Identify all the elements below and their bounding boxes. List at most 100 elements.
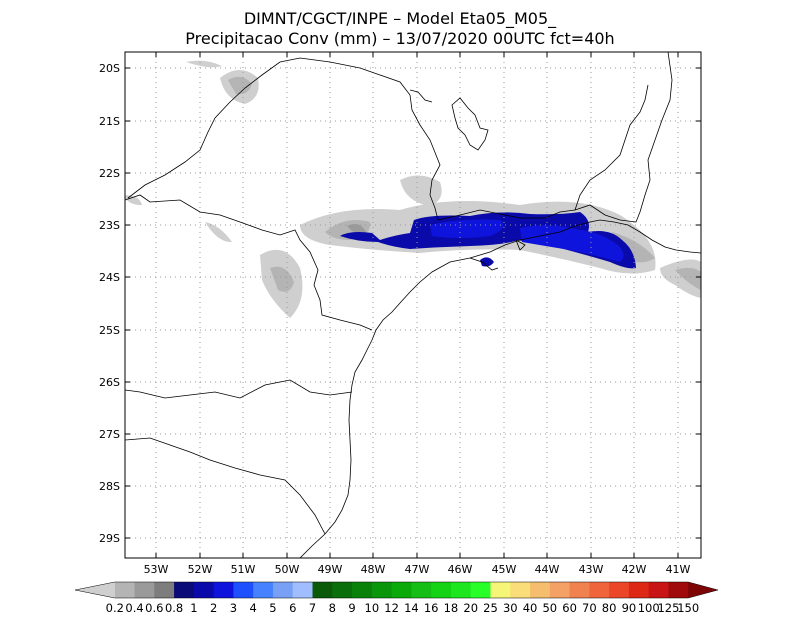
lat-labels: 20S 21S 22S 23S 24S 25S 26S 27S 28S 29S [99,62,120,545]
map-frame [124,51,702,559]
lon-label: 53W [144,563,169,576]
lake-outline [451,97,489,151]
colorbar-label: 10 [365,601,380,615]
colorbar-swatch [352,582,373,598]
precip-patch-light [205,222,232,243]
coastline [299,219,701,558]
lat-label: 22S [99,167,120,180]
colorbar-label: 90 [622,601,637,615]
colorbar-label: 20 [463,601,478,615]
state-border [437,52,673,223]
colorbar-swatch [154,582,175,598]
colorbar-label: 100 [638,601,660,615]
lat-label: 23S [99,219,120,232]
colorbar-label: 25 [483,601,498,615]
colorbar-label: 80 [602,601,617,615]
colorbar-swatch [134,582,155,598]
lon-label: 45W [492,563,517,576]
colorbar-swatch [332,582,353,598]
lat-ticks [125,67,701,539]
title-line-2: Precipitacao Conv (mm) – 13/07/2020 00UT… [185,29,614,48]
lon-label: 46W [448,563,473,576]
precip-band-blue [430,219,504,238]
lat-label: 27S [99,428,120,441]
colorbar-swatch [213,582,234,598]
colorbar-label: 30 [503,601,518,615]
lon-label: 41W [666,563,691,576]
lat-label: 29S [99,532,120,545]
colorbar-swatch [648,582,669,598]
boundaries [125,52,701,558]
lon-label: 48W [361,563,386,576]
lat-label: 24S [99,271,120,284]
state-border [125,437,326,535]
precip-patch-mid [675,267,701,290]
state-border [574,84,649,211]
colorbar-swatch [411,582,432,598]
precip-patch-dark-blue [480,257,494,267]
precip-patch-mid [270,266,294,292]
colorbar-swatch [510,582,531,598]
colorbar-label: 150 [677,601,699,615]
colorbar-label: 40 [523,601,538,615]
precip-patch-mid [228,76,252,95]
colorbar-label: 18 [444,601,459,615]
bay-outline [469,257,499,271]
colorbar-swatch [609,582,630,598]
colorbar-swatch [450,582,472,598]
colorbar-swatch [292,582,314,598]
colorbar-swatch [312,582,333,598]
colorbar-label: 60 [562,601,577,615]
precip-patch-light [186,60,222,68]
colorbar-swatch [530,582,551,598]
colorbar-swatch [174,582,195,598]
colorbar-label: 7 [309,601,316,615]
colorbar-swatch [253,582,274,598]
colorbar-label: 3 [230,601,237,615]
colorbar-label: 5 [269,601,276,615]
lat-label: 26S [99,376,120,389]
precip-band-dark-blue [340,212,636,269]
colorbar-swatch [431,582,452,598]
lon-ticks [155,52,679,558]
state-border [125,379,353,399]
lon-label: 51W [231,563,256,576]
state-border [127,57,441,221]
lon-label: 52W [188,563,213,576]
colorbar-label: 12 [384,601,399,615]
colorbar-swatch [549,582,571,598]
lon-label: 47W [405,563,430,576]
colorbar-label: 0.2 [106,601,124,615]
colorbar-label: 8 [329,601,336,615]
colorbar-label: 16 [424,601,439,615]
state-border [125,194,373,331]
lat-label: 21S [99,115,120,128]
colorbar-label: 14 [404,601,419,615]
title-line-1: DIMNT/CGCT/INPE – Model Eta05_M05_ [244,9,557,29]
colorbar-swatch [589,582,610,598]
colorbar-swatch [233,582,254,598]
colorbar-swatch [114,582,136,598]
lat-label: 25S [99,324,120,337]
precip-patch-light [125,195,142,206]
colorbar-arrow-low [75,582,115,598]
colorbar-label: 9 [348,601,355,615]
lon-label: 50W [275,563,300,576]
island-outline [515,239,526,251]
colorbar-swatch [193,582,215,598]
lat-label: 28S [99,480,120,493]
colorbar-label: 4 [250,601,257,615]
colorbar-swatch [628,582,650,598]
colorbar-swatch [272,582,294,598]
colorbar-label: 0.6 [145,601,163,615]
colorbar-swatch [470,582,491,598]
precip-patch-dark [347,224,366,234]
colorbar-label: 125 [657,601,679,615]
lat-gridlines [125,67,701,539]
lon-label: 43W [579,563,604,576]
map-background [125,52,701,558]
colorbar-swatch [668,582,689,598]
colorbar-label: 70 [582,601,597,615]
river [409,89,433,103]
